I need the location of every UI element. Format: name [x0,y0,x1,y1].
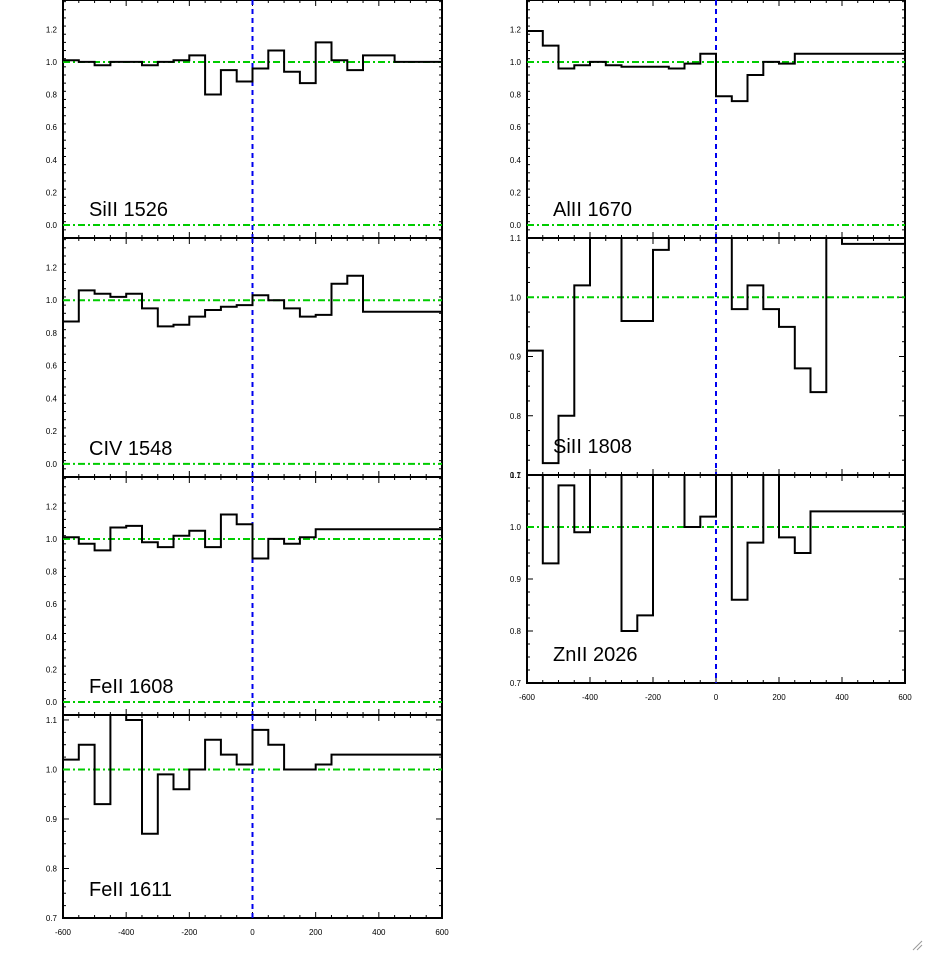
x-tick-label: 0 [250,928,255,937]
panel-label: FeII 1608 [89,676,174,698]
y-tick-label: 0.9 [46,815,58,824]
panel-3: 0.7 0.8 0.9 1.0 1.1 -600 -400 -200 0 200 400 600 FeI… [46,714,449,937]
y-tick-label: 1.0 [46,296,58,305]
y-tick-label: 0.4 [46,394,58,403]
y-tick-label: 1.2 [46,25,58,34]
y-tick-label: 0.8 [46,329,58,338]
y-tick-label: 1.2 [510,25,522,34]
x-tick-label: -400 [582,693,599,702]
x-tick-label: -200 [181,928,198,937]
y-tick-label: 0.4 [46,633,58,642]
panel-6: 0.7 0.8 0.9 1.0 1.1 -600 -400 -200 0 200 400 600 ZnI… [510,471,912,702]
panel-label: SiII 1526 [89,199,168,221]
flux-spectrum [63,41,442,96]
y-tick-label: 0.8 [46,91,58,100]
y-tick-label: 0.0 [46,698,58,707]
y-tick-label: 0.8 [510,627,522,636]
y-tick-label: 0.7 [510,471,522,480]
y-tick-label: 0.2 [46,427,58,436]
panel-1: 0.0 0.2 0.4 0.6 0.8 1.0 1.2 CIV 1548 [46,237,443,478]
flux-spectrum [63,274,442,328]
y-tick-label: 0.4 [46,156,58,165]
panel-label: AlII 1670 [553,199,632,221]
x-tick-label: -600 [519,693,536,702]
x-tick-label: 200 [772,693,786,702]
x-tick-label: -600 [55,928,72,937]
flux-spectrum [527,237,905,465]
y-tick-label: 0.9 [510,575,522,584]
y-tick-label: 1.1 [46,716,58,725]
panel-label: CIV 1548 [89,438,172,460]
y-tick-label: 0.4 [510,156,522,165]
y-tick-label: 1.1 [510,471,522,480]
x-tick-label: -400 [118,928,135,937]
y-tick-label: 1.2 [46,502,58,511]
flux-spectrum [63,513,442,560]
y-tick-label: 0.0 [46,460,58,469]
x-tick-label: 400 [835,693,849,702]
y-tick-label: 0.0 [46,221,58,230]
y-tick-label: 0.6 [46,123,58,132]
y-tick-label: 0.7 [510,679,522,688]
y-tick-label: 0.8 [510,91,522,100]
x-tick-label: 600 [435,928,449,937]
panel-5: 0.7 0.8 0.9 1.0 1.1 SiII 1808 [510,234,906,480]
y-tick-label: 0.8 [46,864,58,873]
flux-spectrum [527,30,905,103]
y-tick-label: 0.8 [46,568,58,577]
y-tick-label: 0.9 [510,353,522,362]
y-tick-label: 0.8 [510,412,522,421]
x-tick-label: 200 [309,928,323,937]
y-tick-label: 1.2 [46,263,58,272]
x-tick-label: -200 [645,693,662,702]
y-tick-label: 1.0 [46,58,58,67]
y-tick-label: 0.2 [46,665,58,674]
x-tick-label: 400 [372,928,386,937]
y-tick-label: 1.1 [510,234,522,243]
y-tick-label: 1.0 [510,58,522,67]
x-tick-label: 600 [898,693,912,702]
y-tick-label: 0.2 [510,188,522,197]
panel-2: 0.0 0.2 0.4 0.6 0.8 1.0 1.2 FeII 1608 [46,476,443,716]
panel-0: 0.0 0.2 0.4 0.6 0.8 1.0 1.2 SiII 1526 [46,0,443,239]
y-tick-label: 1.0 [510,523,522,532]
y-tick-label: 1.0 [46,535,58,544]
panel-label: FeII 1611 [89,879,172,901]
flux-spectrum [527,474,905,632]
y-tick-label: 0.6 [46,600,58,609]
panel-label: ZnII 2026 [553,644,638,666]
y-tick-label: 1.0 [510,293,522,302]
resize-grip-icon[interactable] [911,939,923,951]
y-tick-label: 0.0 [510,221,522,230]
y-tick-label: 1.0 [46,765,58,774]
panel-4: 0.0 0.2 0.4 0.6 0.8 1.0 1.2 AlII 1670 [510,0,906,239]
y-tick-label: 0.6 [510,123,522,132]
flux-spectrum [63,714,442,835]
panel-label: SiII 1808 [553,436,632,458]
y-tick-label: 0.6 [46,362,58,371]
y-tick-label: 0.2 [46,188,58,197]
y-tick-label: 0.7 [46,914,58,923]
x-tick-label: 0 [714,693,719,702]
